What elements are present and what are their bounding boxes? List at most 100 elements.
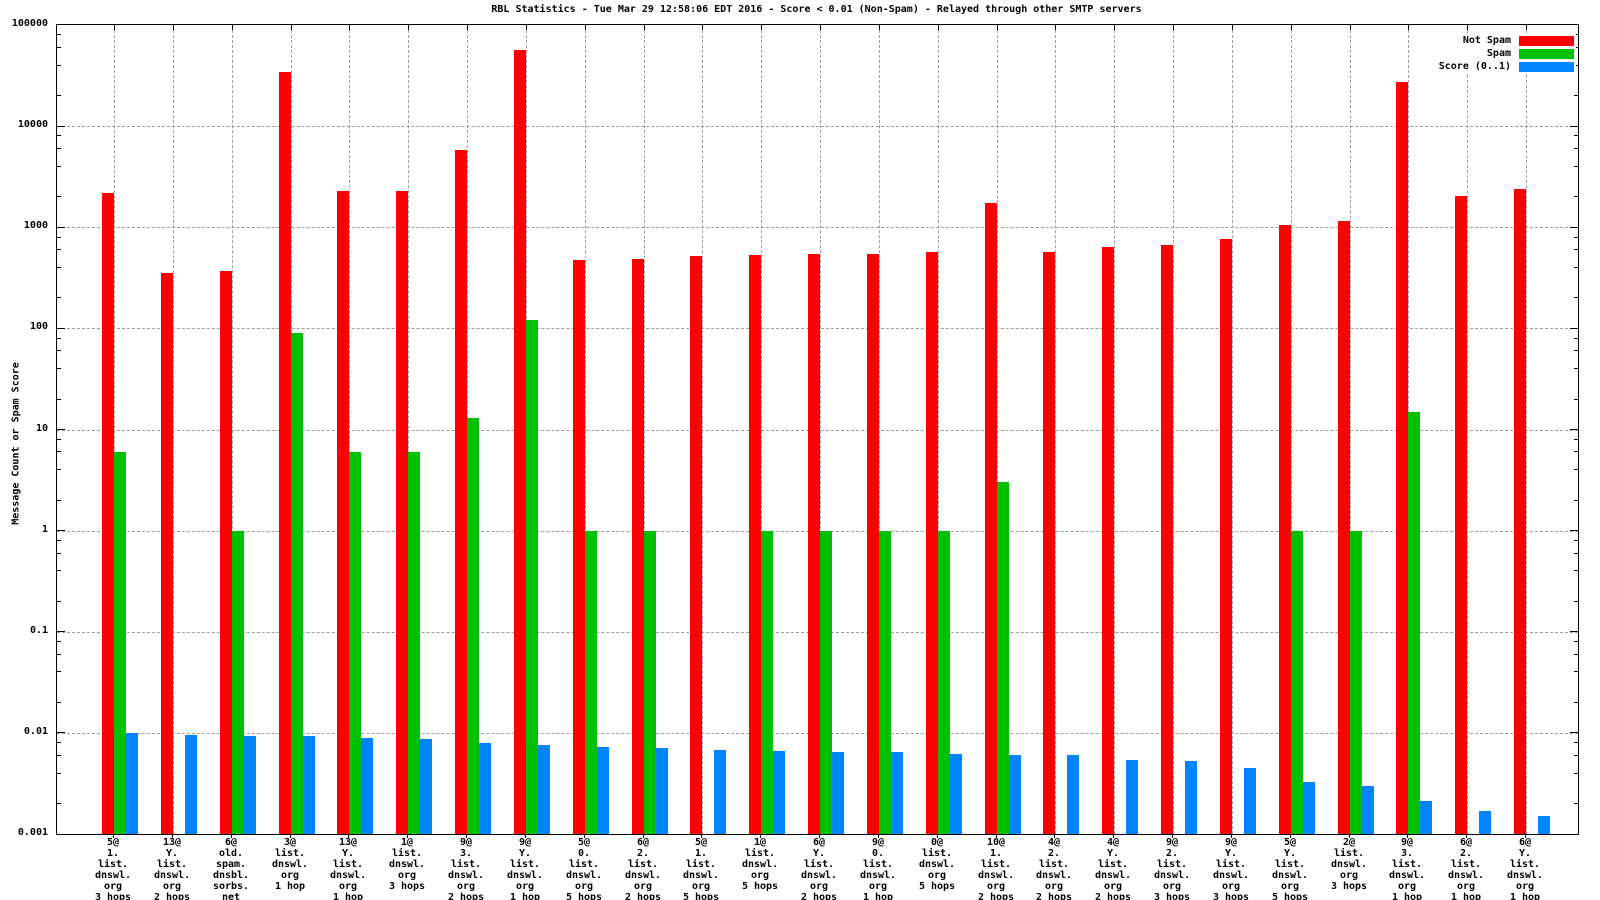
y-minor-tick-left [57,266,61,268]
h-gridline [57,227,1578,229]
y-minor-tick-right [1574,148,1578,150]
x-bottom-tick [172,834,173,838]
bar-spam [232,530,244,834]
y-minor-tick-left [57,552,61,554]
bar-score-0-1- [479,742,491,834]
x-tick-label: 6@ Y. list. dnswl. org 2 hops [800,837,838,900]
y-minor-tick-left [57,803,61,805]
y-tick-label: 10000 [17,119,48,131]
y-minor-tick-left [57,337,61,339]
y-minor-tick-left [57,34,61,36]
y-minor-tick-left [57,570,61,572]
bar-not-spam [867,253,879,834]
bar-spam [761,530,773,834]
x-bottom-tick [701,834,702,838]
x-top-tick [879,25,880,30]
y-minor-tick-right [1574,46,1578,48]
bar-not-spam [1161,245,1173,834]
legend-entry: Spam [1439,47,1574,60]
x-top-tick [1232,25,1233,30]
legend-entry: Score (0..1) [1439,60,1574,73]
plot-area: Not Spam Spam Score (0..1) [56,24,1579,835]
y-minor-tick-right [1574,570,1578,572]
bar-spam [291,333,303,834]
y-minor-tick-right [1574,499,1578,501]
y-major-tick-left [57,530,65,532]
bar-score-0-1- [656,747,668,834]
y-minor-tick-left [57,64,61,66]
bar-score-0-1- [1067,755,1079,834]
y-tick-label: 1000 [23,220,48,232]
bar-spam [349,451,361,834]
y-tick-label: 1 [41,523,48,535]
bar-score-0-1- [832,751,844,834]
x-top-tick [173,25,174,30]
x-tick-label: 6@ 2. list. dnswl. org 2 hops [624,837,662,900]
y-major-tick-right [1570,732,1578,734]
x-tick-label: 13@ Y. list. dnswl. org 2 hops [153,837,191,900]
y-minor-tick-left [57,236,61,238]
x-top-tick [1467,25,1468,30]
y-minor-tick-left [57,165,61,167]
y-minor-tick-right [1574,701,1578,703]
x-bottom-tick [584,834,585,838]
legend: Not Spam Spam Score (0..1) [1436,33,1576,74]
legend-swatch [1519,35,1574,46]
x-tick-label: 4@ Y. list. dnswl. org 2 hops [1094,837,1132,900]
bar-score-0-1- [597,746,609,834]
v-gridline [938,25,939,834]
y-minor-tick-right [1574,64,1578,66]
y-minor-tick-left [57,539,61,541]
bar-score-0-1- [538,744,550,834]
x-bottom-tick [407,834,408,838]
y-minor-tick-left [57,742,61,744]
y-minor-tick-left [57,754,61,756]
y-minor-tick-right [1574,249,1578,251]
v-gridline [761,25,762,834]
bar-not-spam [632,259,644,834]
x-bottom-tick [760,834,761,838]
y-minor-tick-right [1574,337,1578,339]
bar-spam [1291,530,1303,834]
y-minor-tick-right [1574,641,1578,643]
x-top-tick [526,25,527,30]
y-minor-tick-left [57,772,61,774]
x-top-tick [1526,25,1527,30]
legend-swatch [1519,48,1574,59]
bar-not-spam [1455,195,1467,834]
bar-not-spam [102,192,114,834]
y-major-tick-right [1570,226,1578,228]
v-gridline [1526,25,1527,834]
x-bottom-tick [113,834,114,838]
y-minor-tick-right [1574,236,1578,238]
bar-spam [408,451,420,834]
bar-not-spam [514,49,526,834]
bar-not-spam [926,251,938,834]
bar-score-0-1- [714,749,726,834]
v-gridline [408,25,409,834]
y-minor-tick-right [1574,95,1578,97]
y-major-tick-left [57,327,65,329]
x-tick-label: 9@ Y. list. dnswl. org 3 hops [1212,837,1250,900]
x-tick-label: 9@ Y. list. dnswl. org 1 hop [506,837,544,900]
bar-not-spam [808,253,820,834]
legend-label: Spam [1486,48,1511,59]
v-gridline [1232,25,1233,834]
bar-score-0-1- [303,735,315,834]
bar-not-spam [1220,239,1232,834]
bar-spam [1350,530,1362,834]
y-minor-tick-right [1574,135,1578,137]
bar-not-spam [985,202,997,834]
bar-score-0-1- [950,753,962,834]
y-minor-tick-right [1574,772,1578,774]
y-minor-tick-right [1574,552,1578,554]
y-minor-tick-left [57,297,61,299]
x-tick-label: 1@ list. dnswl. org 3 hops [388,837,426,892]
x-tick-label: 2@ list. dnswl. org 3 hops [1330,837,1368,892]
y-minor-tick-left [57,641,61,643]
x-bottom-tick [643,834,644,838]
x-tick-label: 3@ list. dnswl. org 1 hop [271,837,309,892]
y-minor-tick-right [1574,451,1578,453]
bar-not-spam [573,260,585,834]
bar-score-0-1- [891,752,903,834]
